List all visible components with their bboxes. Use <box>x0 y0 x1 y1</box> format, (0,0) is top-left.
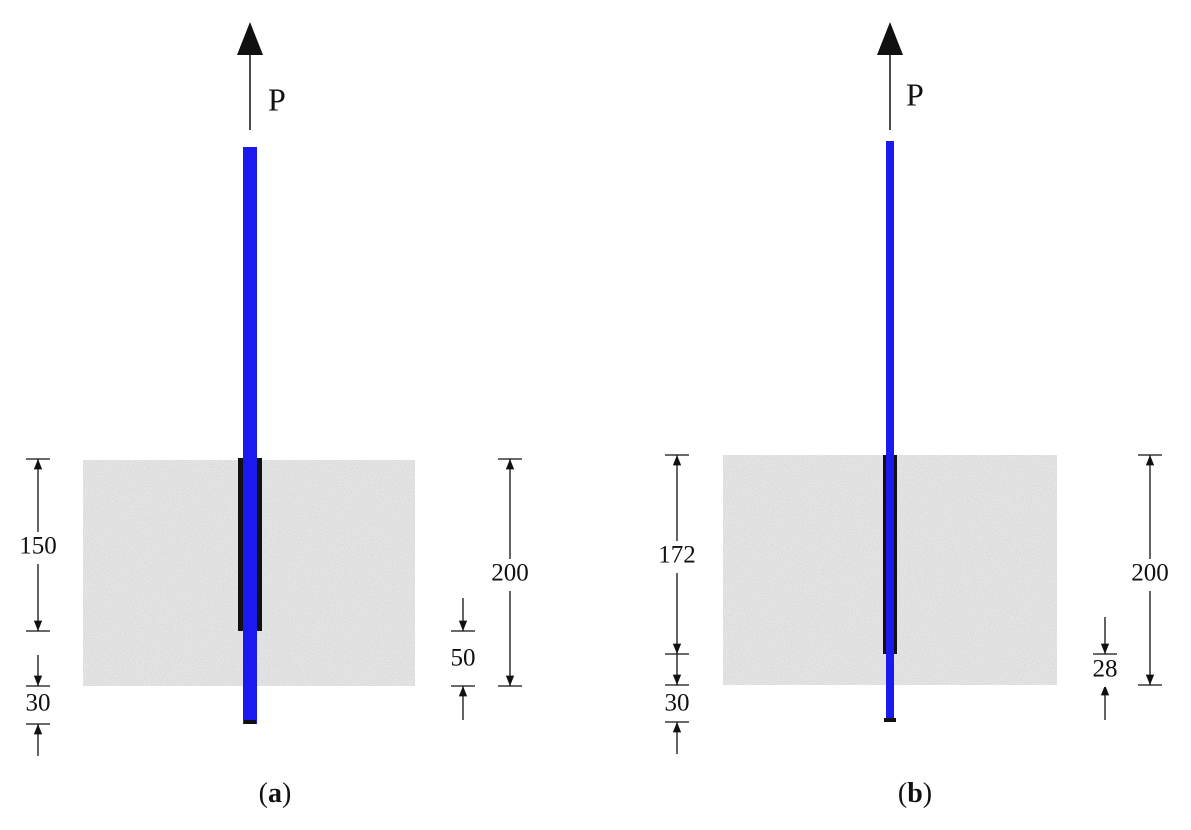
dimension-label: 172 <box>658 542 696 569</box>
rebar-end <box>244 720 256 724</box>
caption-letter: a <box>268 778 282 809</box>
caption-open: ( <box>259 778 268 809</box>
caption-close: ) <box>282 778 291 809</box>
caption-close: ) <box>923 778 932 809</box>
caption-letter: b <box>907 778 923 809</box>
load-arrowhead <box>237 22 263 55</box>
label-background <box>1079 655 1131 687</box>
load-label: P <box>268 81 286 117</box>
label-background <box>484 559 536 591</box>
dimension-label: 200 <box>1131 560 1169 587</box>
dimension-label: 30 <box>665 690 690 717</box>
caption: (b) <box>898 778 932 809</box>
caption-open: ( <box>898 778 907 809</box>
label-background <box>437 644 489 676</box>
label-background <box>1124 559 1176 591</box>
caption: (a) <box>259 778 292 809</box>
rebar-end <box>884 718 896 722</box>
label-background <box>12 689 64 721</box>
label-background <box>12 532 64 564</box>
dimension-label: 50 <box>451 645 476 672</box>
load-arrowhead <box>877 22 903 55</box>
dimension-label: 28 <box>1093 656 1118 683</box>
dimension-label: 200 <box>491 560 529 587</box>
rebar <box>886 141 894 722</box>
load-label: P <box>906 76 924 112</box>
dimension-label: 30 <box>26 690 51 717</box>
label-background <box>651 541 703 573</box>
label-background <box>651 689 703 721</box>
dimension-label: 150 <box>19 533 57 560</box>
rebar <box>243 147 257 724</box>
